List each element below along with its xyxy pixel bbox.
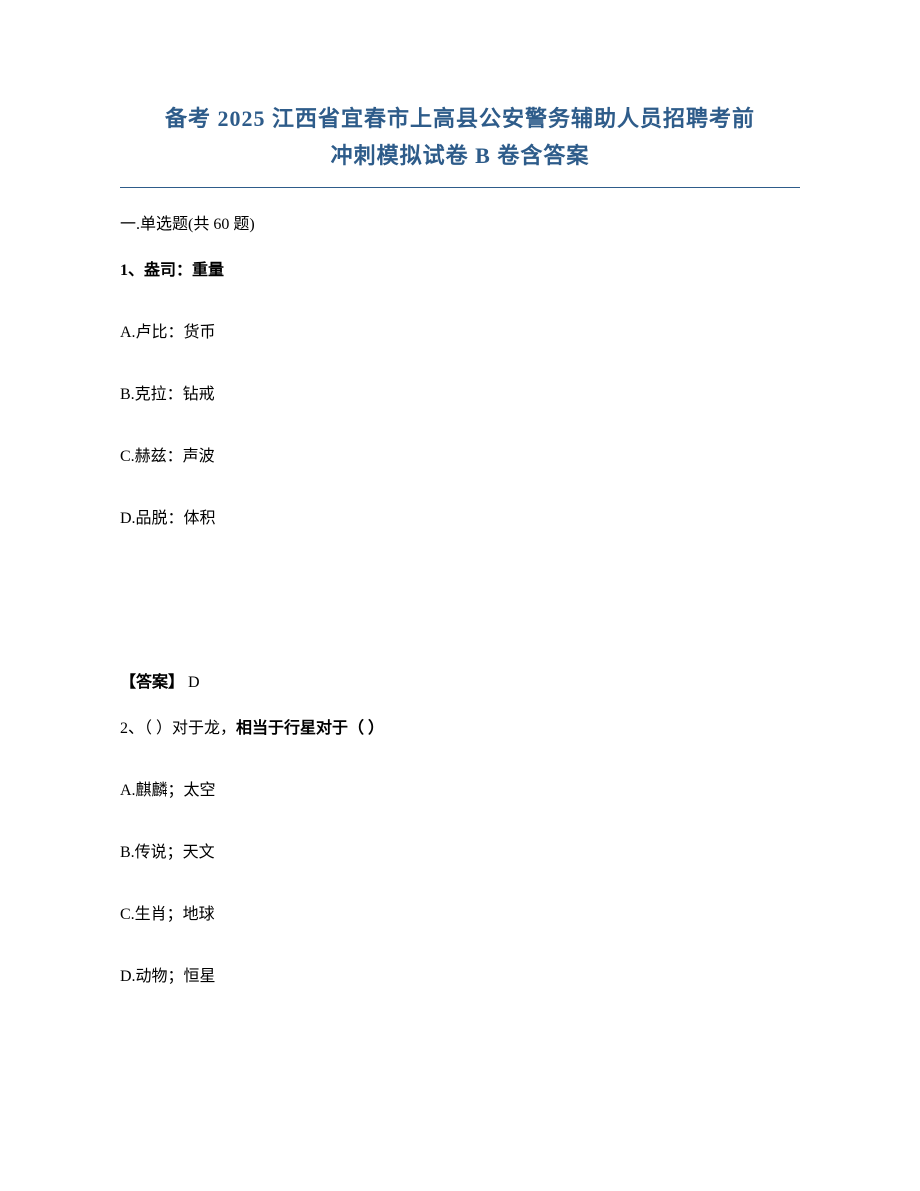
title-line-2: 冲刺模拟试卷 B 卷含答案 <box>120 137 800 174</box>
question-2-number: 2、 <box>120 720 144 737</box>
question-1-option-b: B.克拉：钻戒 <box>120 380 800 404</box>
question-2-text-part1: （ ）对于龙， <box>144 720 236 737</box>
question-2-text-part2: 相当于行星对于（ ） <box>236 720 384 737</box>
question-2-option-a: A.麒麟；太空 <box>120 776 800 800</box>
question-1-option-c: C.赫兹：声波 <box>120 442 800 466</box>
question-1-option-a: A.卢比：货币 <box>120 318 800 342</box>
question-2-option-d: D.动物；恒星 <box>120 962 800 986</box>
question-1-text: 盎司：重量 <box>144 262 224 279</box>
title-line-1: 备考 2025 江西省宜春市上高县公安警务辅助人员招聘考前 <box>120 100 800 137</box>
question-1-stem: 1、盎司：重量 <box>120 256 800 280</box>
question-2-option-c: C.生肖；地球 <box>120 900 800 924</box>
document-title-block: 备考 2025 江西省宜春市上高县公安警务辅助人员招聘考前 冲刺模拟试卷 B 卷… <box>120 100 800 175</box>
question-1-option-d: D.品脱：体积 <box>120 504 800 528</box>
question-2-option-b: B.传说；天文 <box>120 838 800 862</box>
question-2-stem: 2、（ ）对于龙，相当于行星对于（ ） <box>120 714 800 738</box>
section-label: 一.单选题(共 60 题) <box>120 210 800 234</box>
question-1-answer: 【答案】 D <box>120 668 800 692</box>
answer-value: D <box>184 674 200 691</box>
title-underline <box>120 187 800 188</box>
answer-label: 【答案】 <box>120 674 184 691</box>
question-1-number: 1、 <box>120 262 144 279</box>
